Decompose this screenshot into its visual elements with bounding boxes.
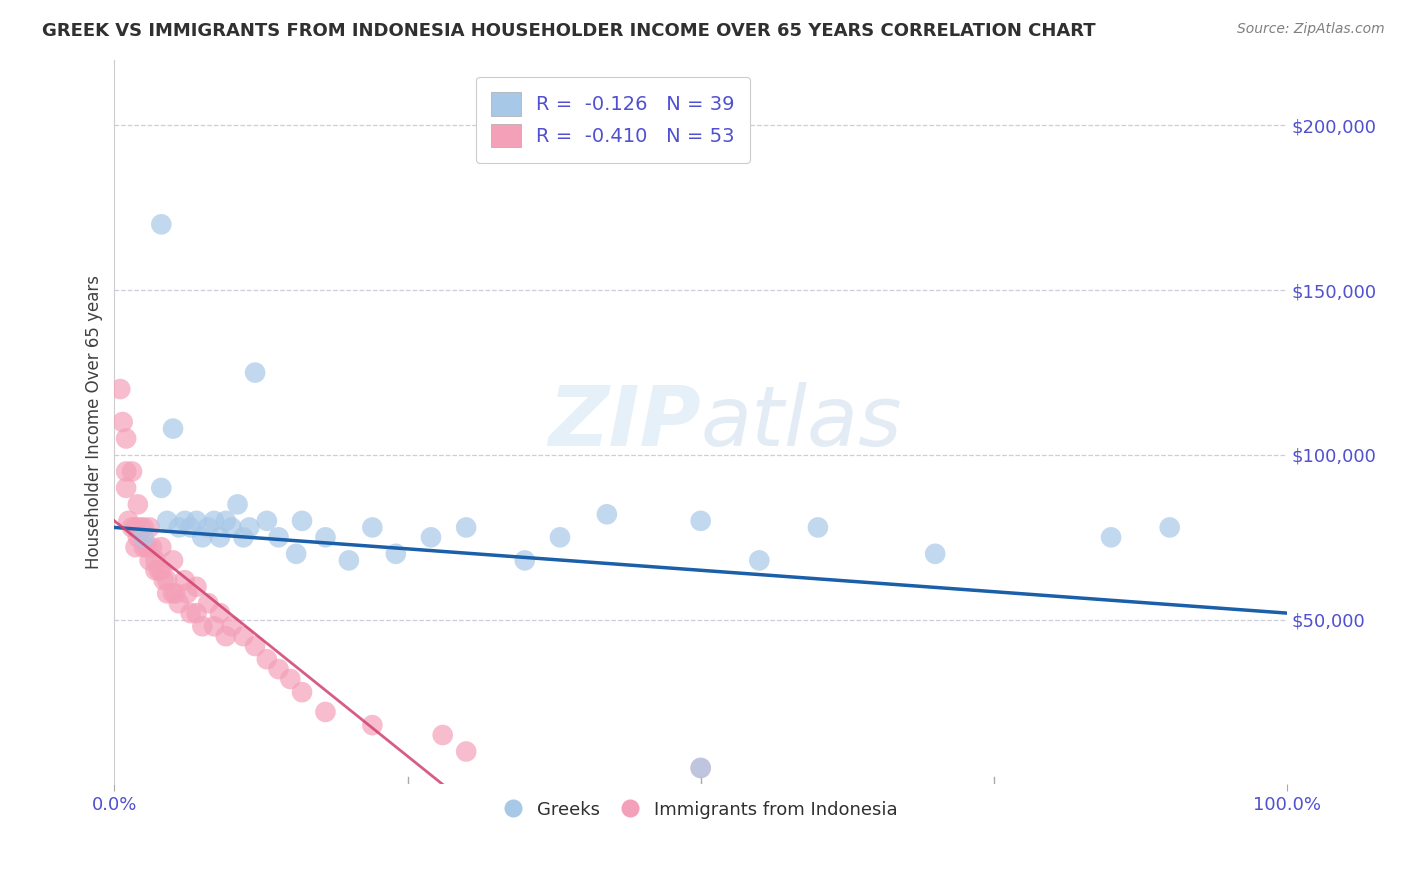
Point (215, 514, 238, 528)
Point (689, 514, 711, 528)
Point (202, 619, 225, 633)
Point (165, 586, 187, 600)
Point (197, 520, 219, 534)
Point (156, 514, 179, 528)
Point (208, 530, 231, 544)
Point (150, 217, 173, 231)
Point (221, 520, 243, 534)
Point (124, 520, 146, 534)
Point (202, 514, 225, 528)
Point (180, 606, 202, 620)
Point (127, 497, 149, 511)
Point (278, 672, 301, 686)
Point (291, 514, 314, 528)
Text: Source: ZipAtlas.com: Source: ZipAtlas.com (1237, 22, 1385, 37)
Point (596, 508, 619, 522)
Point (115, 465, 138, 479)
Point (314, 530, 336, 544)
Point (132, 530, 155, 544)
Point (145, 553, 167, 567)
Point (121, 520, 143, 534)
Point (121, 465, 143, 479)
Point (226, 497, 249, 511)
Point (117, 514, 139, 528)
Point (150, 563, 173, 577)
Legend: Greeks, Immigrants from Indonesia: Greeks, Immigrants from Indonesia (496, 793, 904, 826)
Point (689, 761, 711, 775)
Point (337, 553, 360, 567)
Point (110, 382, 132, 396)
Point (162, 421, 184, 435)
Point (456, 744, 478, 758)
Point (513, 553, 536, 567)
Point (456, 520, 478, 534)
Point (115, 432, 138, 446)
Point (156, 586, 179, 600)
Point (208, 606, 231, 620)
Point (191, 619, 214, 633)
Point (191, 530, 214, 544)
Point (361, 718, 384, 732)
Text: ZIP: ZIP (548, 382, 700, 463)
Point (432, 728, 454, 742)
Point (256, 652, 278, 666)
Point (180, 520, 202, 534)
Point (807, 520, 830, 534)
Point (232, 530, 254, 544)
Point (748, 553, 770, 567)
Point (152, 573, 174, 587)
Point (186, 514, 208, 528)
Point (150, 540, 173, 554)
Point (138, 520, 160, 534)
Point (186, 580, 208, 594)
Text: atlas: atlas (700, 382, 903, 463)
Point (420, 530, 443, 544)
Point (167, 596, 190, 610)
Point (314, 705, 336, 719)
Point (156, 573, 179, 587)
Point (145, 563, 167, 577)
Point (124, 540, 146, 554)
Point (176, 586, 198, 600)
Point (167, 520, 190, 534)
Text: GREEK VS IMMIGRANTS FROM INDONESIA HOUSEHOLDER INCOME OVER 65 YEARS CORRELATION : GREEK VS IMMIGRANTS FROM INDONESIA HOUSE… (42, 22, 1095, 40)
Point (186, 606, 208, 620)
Point (243, 366, 266, 380)
Point (232, 629, 254, 643)
Point (548, 530, 571, 544)
Point (173, 514, 195, 528)
Point (924, 547, 946, 561)
Point (221, 619, 243, 633)
Point (129, 520, 152, 534)
Point (197, 596, 219, 610)
Point (1099, 530, 1122, 544)
Point (689, 761, 711, 775)
Point (132, 540, 155, 554)
Point (111, 415, 134, 429)
Point (215, 629, 238, 643)
Point (267, 530, 290, 544)
Point (138, 553, 160, 567)
Point (173, 573, 195, 587)
Point (162, 586, 184, 600)
Point (243, 639, 266, 653)
Point (238, 520, 260, 534)
Point (361, 520, 384, 534)
Point (256, 514, 278, 528)
Point (136, 540, 159, 554)
Point (127, 530, 149, 544)
Point (385, 547, 408, 561)
Point (267, 662, 290, 676)
Point (148, 563, 170, 577)
Point (1159, 520, 1181, 534)
Point (141, 540, 163, 554)
Point (291, 685, 314, 699)
Point (132, 520, 155, 534)
Y-axis label: Householder Income Over 65 years: Householder Income Over 65 years (86, 275, 103, 569)
Point (162, 553, 184, 567)
Point (150, 481, 173, 495)
Point (115, 481, 138, 495)
Point (285, 547, 308, 561)
